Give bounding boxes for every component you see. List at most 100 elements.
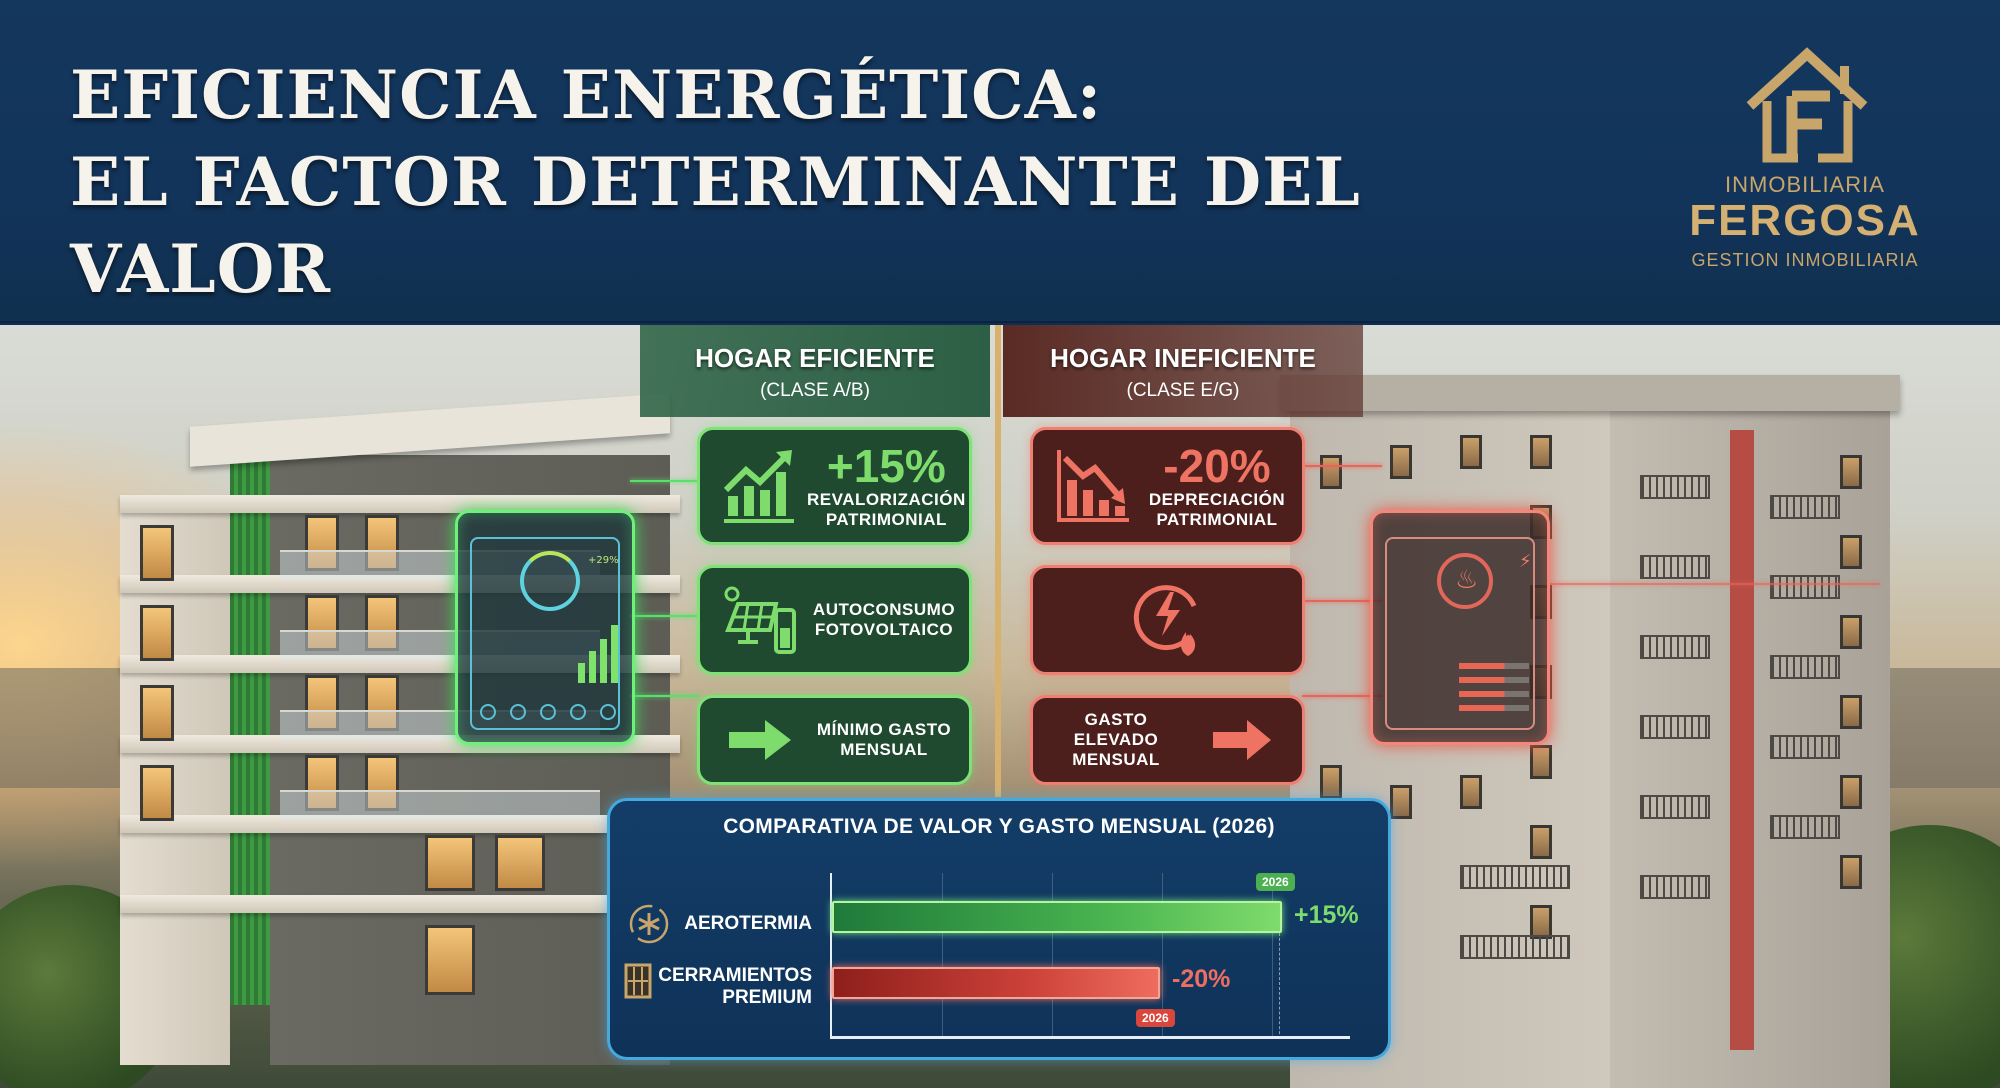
window <box>1390 785 1412 819</box>
connector-line <box>630 695 700 697</box>
roof <box>1280 375 1900 411</box>
window <box>495 835 545 891</box>
logo-brand-name: FERGOSA <box>1689 196 1921 245</box>
window <box>1530 905 1552 939</box>
green-wall <box>230 445 270 1005</box>
value-label-aerotermia: +15% <box>1294 901 1359 929</box>
balcony <box>1770 575 1840 599</box>
connector-line <box>1302 695 1382 697</box>
card-label: PATRIMONIAL <box>1156 510 1278 529</box>
balcony <box>1640 795 1710 819</box>
bar-plot-area: 2026 +15% 2026 -20% <box>830 873 1359 1039</box>
card-label: MÍNIMO GASTO <box>816 720 952 739</box>
card-energy-gas <box>1030 565 1305 675</box>
bar-aerotermia <box>832 901 1282 933</box>
inefficient-dashboard-tablet: ♨ ⚡ <box>1370 510 1550 745</box>
solar-panel-battery-icon <box>712 575 807 665</box>
window <box>140 765 174 821</box>
efficient-class: (CLASE A/B) <box>760 380 870 401</box>
bar-chart-icon <box>578 623 618 683</box>
heat-pump-icon <box>628 903 670 949</box>
window <box>1530 435 1552 469</box>
slab <box>120 895 680 913</box>
window <box>365 755 399 811</box>
card-label: AUTOCONSUMO <box>812 600 956 619</box>
window <box>1840 695 1862 729</box>
balcony <box>1640 475 1710 499</box>
window <box>365 595 399 651</box>
card-autoconsumo: AUTOCONSUMO FOTOVOLTAICO <box>697 565 972 675</box>
inefficient-building <box>1280 345 1910 1088</box>
card-label: MENSUAL <box>840 740 928 759</box>
balcony <box>1770 495 1840 519</box>
card-revalorizacion: +15% REVALORIZACIÓN PATRIMONIAL <box>697 427 972 545</box>
column-divider <box>995 325 1001 797</box>
card-minimo-gasto: MÍNIMO GASTO MENSUAL <box>697 695 972 785</box>
card-label: DEPRECIACIÓN <box>1148 490 1286 509</box>
inefficient-class: (CLASE E/G) <box>1126 380 1240 401</box>
window <box>305 755 339 811</box>
balcony <box>1640 555 1710 579</box>
slab <box>120 495 680 513</box>
connector-line <box>630 480 700 482</box>
balcony <box>1770 735 1840 759</box>
value-label-cerramientos: -20% <box>1172 965 1231 993</box>
window <box>140 605 174 661</box>
category-label: CERRAMIENTOS PREMIUM <box>656 965 812 1009</box>
card-label: GASTO ELEVADO <box>1073 710 1159 749</box>
bar-cerramientos <box>832 967 1160 999</box>
heat-loss-strip <box>1730 430 1754 1050</box>
category-premium: PREMIUM <box>722 987 812 1008</box>
category-cerramientos: CERRAMIENTOS <box>658 965 812 986</box>
comparison-scene: +29% ♨ ⚡ HOGAR EFICIENTE (CLASE A/B) HOG… <box>0 325 2000 1088</box>
title-line-1: EFICIENCIA ENERGÉTICA: <box>70 56 1103 134</box>
year-tag: 2026 <box>1136 1009 1175 1027</box>
balcony <box>1640 875 1710 899</box>
inefficient-heading: HOGAR INEFICIENTE <box>1050 343 1316 373</box>
balcony <box>1460 935 1570 959</box>
logo-tagline: GESTION INMOBILIARIA <box>1691 250 1919 270</box>
arrow-right-icon <box>712 695 807 785</box>
logo-line-inmobiliaria: INMOBILIARIA <box>1725 172 1885 197</box>
window <box>1390 445 1412 479</box>
tablet-percent: +29% <box>588 555 619 566</box>
gridline <box>1272 873 1273 1036</box>
efficient-home-header: HOGAR EFICIENTE (CLASE A/B) <box>640 325 990 417</box>
arrow-right-icon <box>1195 695 1290 785</box>
depreciacion-value: -20% <box>1163 440 1271 492</box>
window <box>365 675 399 731</box>
gridline <box>1052 873 1053 1036</box>
connector-line <box>1550 583 1880 585</box>
rising-chart-icon <box>712 441 807 531</box>
year-tag: 2026 <box>1256 873 1295 891</box>
window <box>1840 855 1862 889</box>
efficient-building <box>120 385 680 1065</box>
falling-chart-icon <box>1045 441 1140 531</box>
card-gasto-elevado: GASTO ELEVADO MENSUAL <box>1030 695 1305 785</box>
card-label: PATRIMONIAL <box>825 510 947 529</box>
tablet-control-buttons <box>480 704 616 720</box>
window <box>1320 765 1342 799</box>
balcony <box>1640 715 1710 739</box>
window <box>140 685 174 741</box>
slab <box>120 815 680 833</box>
balcony <box>1770 815 1840 839</box>
window <box>1840 775 1862 809</box>
window <box>1840 615 1862 649</box>
reference-dashed-line <box>1279 933 1280 1039</box>
window <box>365 515 399 571</box>
header-banner: EFICIENCIA ENERGÉTICA: EL FACTOR DETERMI… <box>0 0 2000 395</box>
lightning-icon: ⚡ <box>1519 551 1532 572</box>
tablet-screen <box>1385 537 1535 730</box>
window <box>140 525 174 581</box>
gauge-ring-icon <box>520 551 580 611</box>
window <box>425 835 475 891</box>
consumption-bars <box>1459 663 1529 719</box>
flame-icon: ♨ <box>1455 565 1479 595</box>
gauge-ring-icon <box>1437 553 1493 609</box>
card-label: FOTOVOLTAICO <box>814 620 954 639</box>
window <box>1840 455 1862 489</box>
fergosa-logo: INMOBILIARIA FERGOSA GESTION INMOBILIARI… <box>1660 46 1990 286</box>
card-label: REVALORIZACIÓN <box>807 490 966 509</box>
inefficient-home-header: HOGAR INEFICIENTE (CLASE E/G) <box>1003 325 1363 417</box>
